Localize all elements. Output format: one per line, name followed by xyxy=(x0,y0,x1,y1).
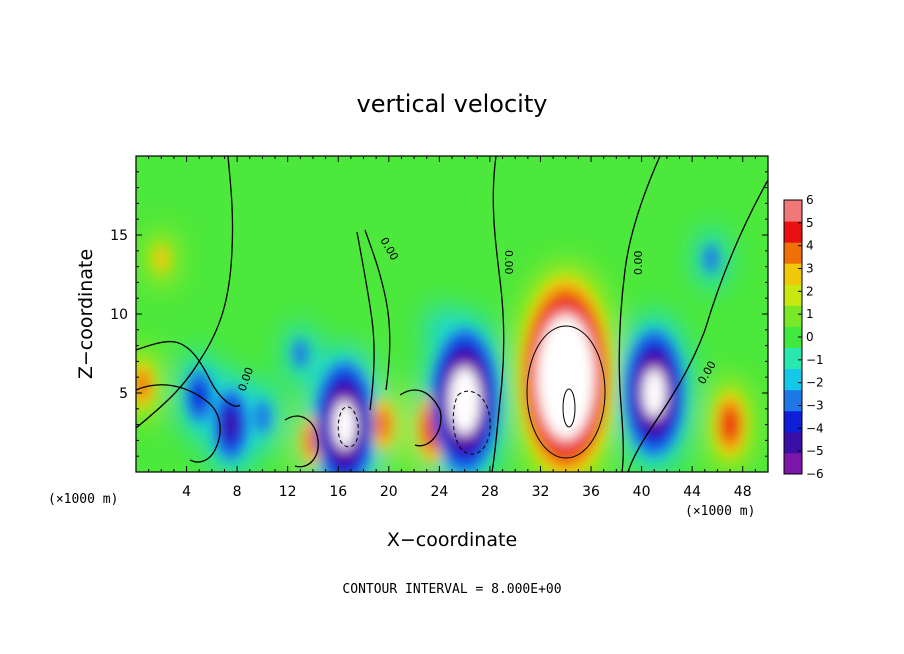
x-tick-label: 8 xyxy=(233,484,242,500)
colorbar-swatch xyxy=(784,389,802,412)
updraft-region xyxy=(559,363,573,392)
zero-contour xyxy=(491,156,505,472)
colorbar-swatch xyxy=(784,452,802,475)
zero-contour xyxy=(364,229,391,391)
downdraft-region xyxy=(223,409,238,440)
downdraft-region xyxy=(704,244,718,273)
updraft-region xyxy=(154,244,169,273)
colorbar-tick-label: 1 xyxy=(806,307,814,321)
x-tick-label: 28 xyxy=(481,484,499,500)
chart-title: vertical velocity xyxy=(357,90,548,118)
colorbar: 6 5 4 3 2 1 0 −1 −2 −3 −4 −5 −6 xyxy=(783,193,824,481)
colorbar-swatch xyxy=(784,221,802,243)
downdraft-region xyxy=(458,386,472,416)
zero-contour xyxy=(399,389,442,447)
colorbar-swatch xyxy=(784,347,802,370)
contour-label: 0.00 xyxy=(632,251,645,276)
x-tick-label: 20 xyxy=(380,484,398,500)
y-tick-label: 10 xyxy=(110,307,128,323)
x-tick-label: 24 xyxy=(430,484,448,500)
zero-contour xyxy=(136,340,241,407)
x-tick-label: 44 xyxy=(683,484,701,500)
colorbar-tick-label: 2 xyxy=(806,284,814,298)
colorbar-swatch xyxy=(784,410,802,433)
zero-contour xyxy=(356,231,375,411)
x-axis-label: X−coordinate xyxy=(387,529,517,551)
downdraft-region xyxy=(337,410,352,440)
x-tick-label: 4 xyxy=(182,484,191,500)
zero-contour xyxy=(136,384,221,463)
colorbar-tick-label: 4 xyxy=(806,239,814,253)
colorbar-tick-label: −6 xyxy=(806,467,824,481)
x-tick-label: 12 xyxy=(279,484,297,500)
colorbar-swatch xyxy=(784,200,802,222)
x-tick-label: 32 xyxy=(532,484,550,500)
velocity-field xyxy=(136,226,755,472)
colorbar-swatch xyxy=(784,305,802,327)
colorbar-tick-label: −5 xyxy=(806,444,824,458)
downdraft-region xyxy=(293,339,308,368)
colorbar-swatch xyxy=(784,368,802,391)
colorbar-tick-label: 3 xyxy=(806,262,814,276)
x-tick-label: 36 xyxy=(582,484,600,500)
y-axis-label: Z−coordinate xyxy=(75,249,97,379)
x-tick-label: 40 xyxy=(633,484,651,500)
colorbar-swatch xyxy=(784,284,802,306)
x-tick-label: 48 xyxy=(734,484,752,500)
colorbar-swatch xyxy=(784,263,802,285)
updraft-region xyxy=(136,371,149,399)
zero-contour xyxy=(136,156,234,429)
zero-contour xyxy=(618,156,661,472)
contour-lines xyxy=(136,156,768,472)
y-tick-label: 5 xyxy=(119,386,128,402)
zero-contour xyxy=(627,179,768,472)
updraft-contour xyxy=(526,325,606,459)
colorbar-tick-label: −3 xyxy=(806,399,824,413)
downdraft-contour xyxy=(452,390,491,455)
contour-label: 0.00 xyxy=(502,250,515,275)
contour-interval-note: CONTOUR INTERVAL = 8.000E+00 xyxy=(342,582,561,597)
plot-area: 0.00 0.00 0.00 0.00 0.00 xyxy=(136,156,768,472)
colorbar-tick-label: 5 xyxy=(806,216,814,230)
y-axis: 5 10 15 xyxy=(110,171,768,457)
colorbar-tick-label: 6 xyxy=(806,193,814,207)
colorbar-swatch xyxy=(784,431,802,454)
x-units-left: (×1000 m) xyxy=(48,492,118,507)
x-units-right: (×1000 m) xyxy=(685,504,755,519)
downdraft-region xyxy=(430,313,448,347)
zero-contour xyxy=(284,415,319,468)
updraft-region xyxy=(375,409,390,440)
colorbar-swatch xyxy=(784,326,802,349)
downdraft-region xyxy=(647,378,661,408)
colorbar-tick-label: −2 xyxy=(806,376,824,390)
colorbar-tick-label: −4 xyxy=(806,421,824,435)
colorbar-tick-label: −1 xyxy=(806,353,824,367)
downdraft-contour xyxy=(337,406,359,448)
x-axis: 4 8 12 16 20 24 28 32 36 40 44 48 xyxy=(148,156,756,500)
updraft-region xyxy=(723,410,737,439)
colorbar-swatch xyxy=(784,242,802,264)
x-tick-label: 16 xyxy=(329,484,347,500)
downdraft-region xyxy=(254,400,271,433)
y-tick-label: 15 xyxy=(110,228,128,244)
updraft-contour xyxy=(562,388,576,428)
colorbar-tick-label: 0 xyxy=(806,330,814,344)
